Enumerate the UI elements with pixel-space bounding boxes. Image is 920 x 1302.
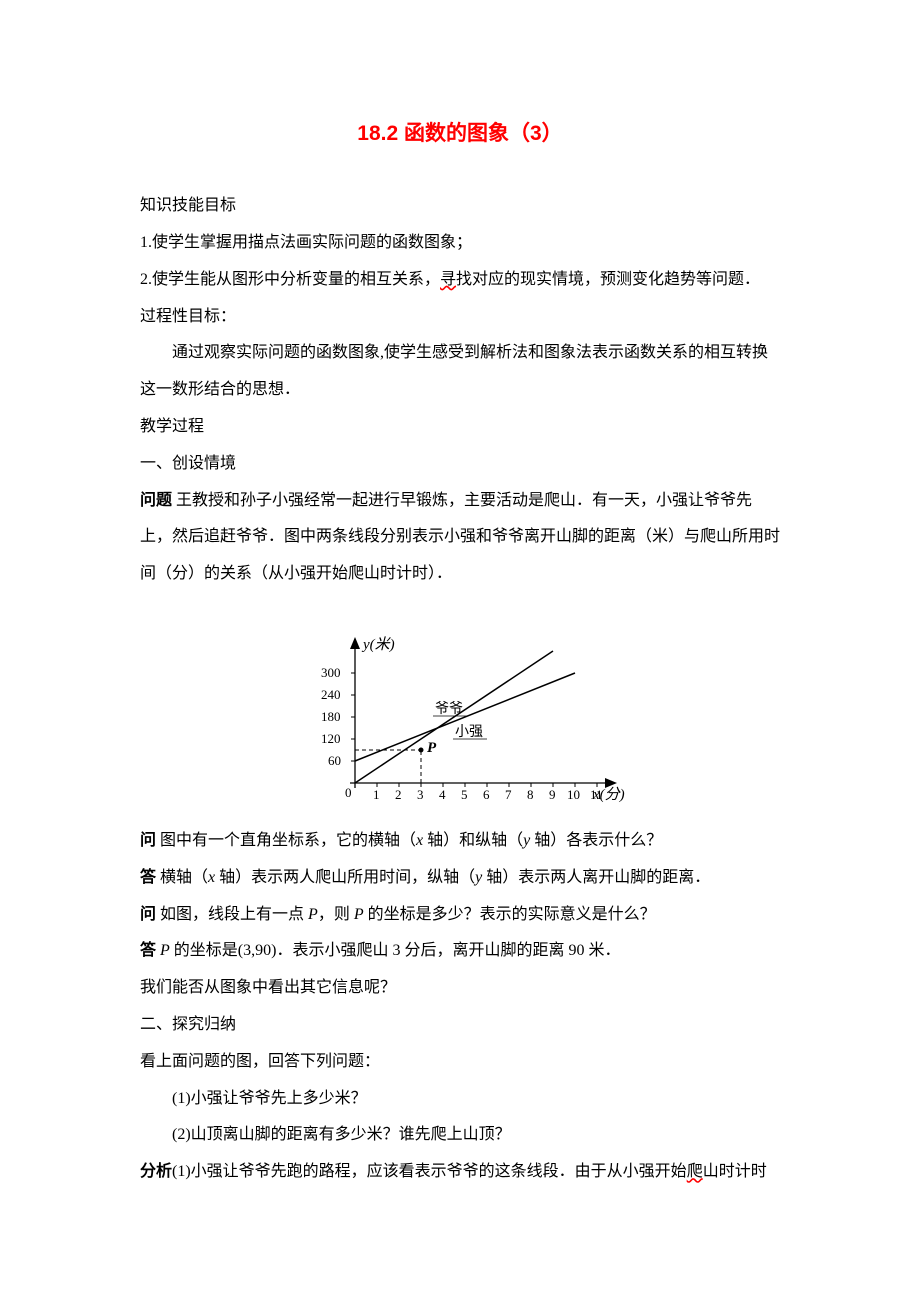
analysis-t1: (1)小强让爷爷先跑的路程，应该看表示爷爷的这条线段．由于从小强开始 xyxy=(172,1163,687,1180)
qa1-a-t2: 轴）表示两人爬山所用时间，纵轴（ xyxy=(215,869,475,886)
y-ticks: 60 120 180 240 300 xyxy=(321,665,355,768)
qa2-q-p2: P xyxy=(354,906,364,923)
problem-label: 问题 xyxy=(140,492,172,509)
process-desc: 通过观察实际问题的函数图象,使学生感受到解析法和图象法表示函数关系的相互转换这一… xyxy=(140,335,780,409)
svg-text:2: 2 xyxy=(395,787,402,802)
qa1-q-t1: 图中有一个直角坐标系，它的横轴（ xyxy=(156,832,416,849)
heading-process: 过程性目标： xyxy=(140,299,780,336)
origin-label: 0 xyxy=(345,785,352,800)
doc-title: 18.2 函数的图象（3） xyxy=(140,110,780,158)
qa2-a-p: P xyxy=(160,942,170,959)
y-axis-arrow xyxy=(350,637,360,649)
problem-paragraph: 问题 王教授和孙子小强经常一起进行早锻炼，主要活动是爬山．有一天，小强让爷爷先上… xyxy=(140,483,780,593)
svg-text:5: 5 xyxy=(461,787,468,802)
qa2-q: 问 如图，线段上有一点 P，则 P 的坐标是多少？表示的实际意义是什么？ xyxy=(140,897,780,934)
qa1-a: 答 横轴（x 轴）表示两人爬山所用时间，纵轴（y 轴）表示两人离开山脚的距离． xyxy=(140,860,780,897)
qa1-q: 问 图中有一个直角坐标系，它的横轴（x 轴）和纵轴（y 轴）各表示什么？ xyxy=(140,823,780,860)
goal-1: 1.使学生掌握用描点法画实际问题的函数图象； xyxy=(140,225,780,262)
x-axis-label: x(分) xyxy=(592,786,625,803)
svg-text:300: 300 xyxy=(321,665,341,680)
qa2-q-label: 问 xyxy=(140,906,156,923)
svg-text:180: 180 xyxy=(321,709,341,724)
process-desc-text: 通过观察实际问题的函数图象,使学生感受到解析法和图象法表示函数关系的相互转换这一… xyxy=(140,344,768,398)
extra-info-q: 我们能否从图象中看出其它信息呢？ xyxy=(140,970,780,1007)
svg-text:4: 4 xyxy=(439,787,446,802)
xiaoqiang-line xyxy=(355,651,553,783)
qa2-a-label: 答 xyxy=(140,942,156,959)
qa2-q-t2: ，则 xyxy=(318,906,354,923)
followup-intro: 看上面问题的图，回答下列问题： xyxy=(140,1044,780,1081)
climbing-chart: 0 1 2 3 4 5 6 7 8 9 10 11 xyxy=(295,603,625,813)
svg-text:10: 10 xyxy=(567,787,580,802)
svg-text:3: 3 xyxy=(417,787,424,802)
document-page: 18.2 函数的图象（3） 知识技能目标 1.使学生掌握用描点法画实际问题的函数… xyxy=(0,0,920,1251)
problem-text: 王教授和孙子小强经常一起进行早锻炼，主要活动是爬山．有一天，小强让爷爷先上，然后… xyxy=(140,492,780,583)
x-ticks: 1 2 3 4 5 6 7 8 9 10 11 xyxy=(373,783,603,802)
svg-text:240: 240 xyxy=(321,687,341,702)
qa1-a-label: 答 xyxy=(140,869,156,886)
p-point xyxy=(419,748,424,753)
qa1-a-t3: 轴）表示两人离开山脚的距离． xyxy=(482,869,710,886)
goal-2c: 找对应的现实情境，预测变化趋势等问题． xyxy=(456,271,760,288)
svg-text:8: 8 xyxy=(527,787,534,802)
p-label: P xyxy=(427,740,437,756)
qa2-q-t3: 的坐标是多少？表示的实际意义是什么？ xyxy=(364,906,656,923)
goal-2a: 2.使学生能从图形中分析变量的相互关系， xyxy=(140,271,440,288)
followup-q1: (1)小强让爷爷先上多少米？ xyxy=(140,1081,780,1118)
svg-text:60: 60 xyxy=(328,753,341,768)
followup-q2: (2)山顶离山脚的距离有多少米？谁先爬上山顶？ xyxy=(140,1117,780,1154)
goal-2-wavy: 寻 xyxy=(440,271,456,288)
goal-2: 2.使学生能从图形中分析变量的相互关系，寻找对应的现实情境，预测变化趋势等问题． xyxy=(140,262,780,299)
svg-text:120: 120 xyxy=(321,731,341,746)
analysis: 分析(1)小强让爷爷先跑的路程，应该看表示爷爷的这条线段．由于从小强开始爬山时计… xyxy=(140,1154,780,1191)
qa2-a-t2: 的坐标是(3,90)．表示小强爬山 3 分后，离开山脚的距离 90 米． xyxy=(170,942,621,959)
qa2-a: 答 P 的坐标是(3,90)．表示小强爬山 3 分后，离开山脚的距离 90 米． xyxy=(140,933,780,970)
grandpa-line xyxy=(355,673,575,761)
svg-text:7: 7 xyxy=(505,787,512,802)
grandpa-label: 爷爷 xyxy=(435,701,463,717)
y-axis-label: y(米) xyxy=(361,636,395,653)
heading-section-2: 二、探究归纳 xyxy=(140,1007,780,1044)
xiaoqiang-label: 小强 xyxy=(455,724,483,740)
analysis-label: 分析 xyxy=(140,1163,172,1180)
heading-section-1: 一、创设情境 xyxy=(140,446,780,483)
qa2-q-p1: P xyxy=(308,906,318,923)
qa1-q-label: 问 xyxy=(140,832,156,849)
qa1-q-t3: 轴）各表示什么？ xyxy=(530,832,662,849)
qa1-q-t2: 轴）和纵轴（ xyxy=(423,832,523,849)
analysis-wavy: 爬 xyxy=(687,1163,703,1180)
heading-process-text: 过程性目标 xyxy=(140,308,220,325)
qa2-q-t1: 如图，线段上有一点 xyxy=(156,906,308,923)
analysis-t2: 山时计时 xyxy=(703,1163,767,1180)
qa1-a-t1: 横轴（ xyxy=(156,869,208,886)
svg-text:1: 1 xyxy=(373,787,380,802)
svg-text:6: 6 xyxy=(483,787,490,802)
svg-text:9: 9 xyxy=(549,787,556,802)
heading-teaching: 教学过程 xyxy=(140,409,780,446)
heading-skill: 知识技能目标 xyxy=(140,188,780,225)
